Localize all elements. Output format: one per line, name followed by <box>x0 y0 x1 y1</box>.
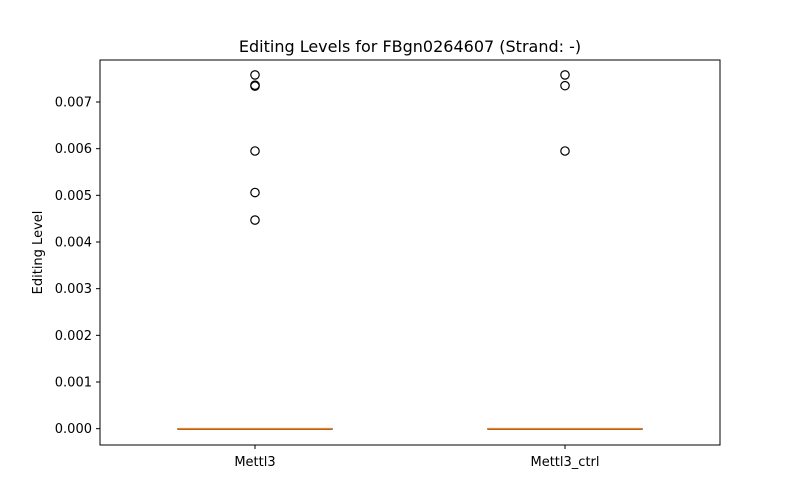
y-tick-label: 0.001 <box>55 376 92 391</box>
y-axis-title: Editing Level <box>31 211 46 295</box>
y-tick-label: 0.004 <box>55 236 92 251</box>
outlier-point <box>560 70 570 80</box>
x-tick-label: Mettl3 <box>234 455 275 470</box>
y-tick-label: 0.005 <box>55 189 92 204</box>
y-tick-label: 0.007 <box>55 96 92 111</box>
outlier-point <box>250 146 260 156</box>
axes-frame <box>99 59 721 446</box>
outlier-point <box>250 187 260 198</box>
outlier-point <box>560 146 570 156</box>
outlier-point <box>250 81 260 91</box>
y-tick-label: 0.006 <box>55 142 92 157</box>
plot-area <box>177 70 643 430</box>
x-tick-label: Mettl3_ctrl <box>531 455 600 470</box>
outlier-point <box>250 215 260 225</box>
outlier-point <box>250 70 260 80</box>
outlier-point <box>560 80 570 91</box>
y-tick-label: 0.002 <box>55 329 92 344</box>
chart-title: Editing Levels for FBgn0264607 (Strand: … <box>239 37 581 56</box>
y-tick-label: 0.003 <box>55 282 92 297</box>
y-tick-label: 0.000 <box>55 422 92 437</box>
